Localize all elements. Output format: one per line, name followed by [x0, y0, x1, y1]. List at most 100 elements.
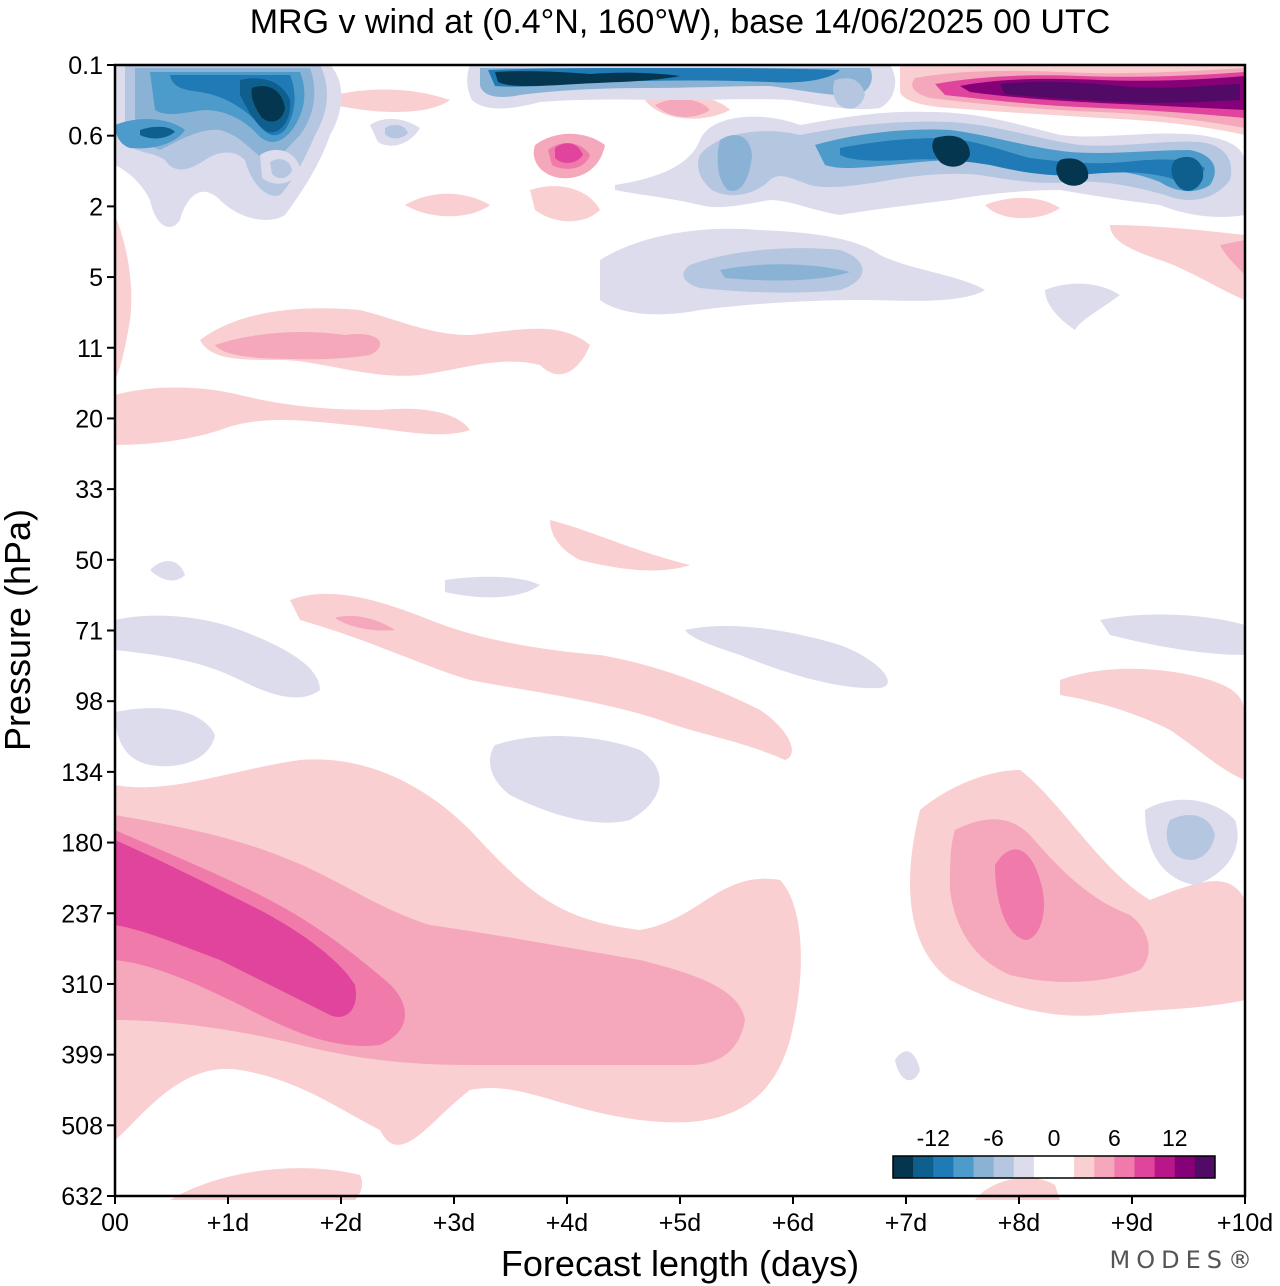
- y-tick-label: 237: [61, 900, 103, 928]
- contour-negative-14: [1056, 158, 1089, 186]
- colorbar-swatch: [1074, 1156, 1095, 1178]
- colorbar-swatch: [1114, 1156, 1135, 1178]
- colorbar-swatch: [1174, 1156, 1196, 1178]
- colorbar-swatch: [1033, 1156, 1055, 1178]
- x-tick-label: +4d: [546, 1209, 588, 1237]
- y-tick-label: 180: [61, 830, 103, 858]
- y-tick-label: 33: [75, 476, 103, 504]
- contour-positive-2: [115, 215, 132, 380]
- contour-negative-4: [270, 159, 292, 179]
- contour-positive-4: [335, 615, 395, 631]
- plot-area: [113, 63, 1247, 1200]
- colorbar: -12 -6 0 6 12: [892, 1125, 1216, 1179]
- colorbar-tick-label: 12: [1162, 1125, 1188, 1151]
- contour-negative-4: [385, 124, 408, 139]
- y-axis: 0.1 0.6 2 5 11 20 33 50 71 98 134 180 237 310 399 508 63…: [61, 52, 115, 1211]
- contour-positive-2: [1110, 225, 1245, 300]
- colorbar-swatch: [893, 1156, 914, 1178]
- contour-positive-2: [405, 193, 490, 217]
- contour-positive-8: [115, 840, 356, 1017]
- y-tick-label: 632: [61, 1183, 103, 1211]
- x-tick-label: +6d: [772, 1209, 814, 1237]
- contour-positive-2: [530, 186, 600, 222]
- contour-negative-2: [1100, 614, 1245, 655]
- contour-negative-14: [251, 86, 285, 122]
- contour-positive-4: [655, 98, 710, 117]
- y-tick-label: 399: [61, 1042, 103, 1070]
- y-tick-label: 0.1: [68, 52, 103, 80]
- contour-negative-2: [1045, 283, 1120, 330]
- contour-negative-12: [140, 126, 175, 139]
- colorbar-swatch: [993, 1156, 1015, 1178]
- y-tick-label: 98: [75, 688, 103, 716]
- y-axis-label: Pressure (hPa): [0, 509, 38, 751]
- contour-negative-2: [150, 560, 185, 581]
- contour-negative-14: [495, 71, 680, 86]
- x-tick-label: 00: [101, 1209, 129, 1237]
- contour-negative-2: [685, 625, 888, 689]
- colorbar-swatch: [1194, 1156, 1216, 1178]
- contour-positive-upper: [1000, 81, 1240, 103]
- colorbar-swatch: [933, 1156, 954, 1178]
- contour-positive-2: [1060, 668, 1245, 780]
- x-tick-label: +5d: [659, 1209, 701, 1237]
- y-tick-label: 0.6: [68, 123, 103, 151]
- contour-positive-2: [170, 1168, 363, 1200]
- y-tick-label: 2: [89, 193, 103, 221]
- x-tick-label: +7d: [885, 1209, 927, 1237]
- colorbar-swatch: [953, 1156, 974, 1178]
- colorbar-swatch: [1054, 1156, 1075, 1178]
- colorbar-swatch: [1094, 1156, 1115, 1178]
- colorbar-frame: [892, 1155, 1216, 1179]
- x-tick-label: +1d: [207, 1209, 249, 1237]
- contour-negative-4: [833, 78, 865, 109]
- colorbar-swatch: [1134, 1156, 1156, 1178]
- contour-positive-2: [550, 520, 690, 571]
- colorbar-tick-label: -6: [983, 1125, 1003, 1151]
- contour-negative-6: [720, 264, 850, 281]
- contour-negative-14: [932, 135, 970, 167]
- contour-positive-2: [290, 593, 792, 760]
- contour-positive-8: [555, 143, 583, 163]
- contour-negative-4: [1166, 815, 1215, 860]
- contour-negative-2: [895, 1051, 920, 1081]
- x-tick-label: +2d: [320, 1209, 362, 1237]
- y-tick-label: 310: [61, 971, 103, 999]
- y-tick-label: 5: [89, 264, 103, 292]
- colorbar-swatch: [1013, 1156, 1035, 1178]
- modes-logo: MODES®: [1109, 1246, 1258, 1274]
- colorbar-tick-label: 0: [1048, 1125, 1061, 1151]
- contour-positive-4: [215, 332, 381, 360]
- contour-positive-2: [115, 387, 470, 445]
- x-axis: 00 +1d +2d +3d +4d +5d +6d +7d +8d +9d +10d: [101, 1196, 1273, 1237]
- y-tick-label: 508: [61, 1112, 103, 1140]
- contour-positive-2: [335, 89, 450, 112]
- colorbar-swatch: [973, 1156, 995, 1178]
- contour-negative-2: [490, 735, 660, 823]
- y-tick-label: 11: [77, 335, 103, 363]
- contour-positive-2: [985, 197, 1060, 219]
- contour-negative-12: [1171, 156, 1204, 191]
- colorbar-tick-label: 6: [1108, 1125, 1121, 1151]
- contour-negative-2: [115, 708, 215, 767]
- contour-positive-6: [995, 849, 1045, 940]
- chart-title: MRG v wind at (0.4°N, 160°W), base 14/06…: [250, 3, 1111, 41]
- x-tick-label: +10d: [1217, 1209, 1273, 1237]
- x-axis-label: Forecast length (days): [501, 1243, 859, 1284]
- colorbar-swatch: [913, 1156, 934, 1178]
- y-tick-label: 50: [75, 547, 103, 575]
- colorbar-swatch: [1154, 1156, 1176, 1178]
- colorbar-tick-label: -12: [917, 1125, 950, 1151]
- y-tick-label: 20: [75, 405, 103, 433]
- field-shading: [115, 65, 1245, 1200]
- contour-positive-2: [975, 1177, 1060, 1200]
- y-tick-label: 71: [75, 618, 103, 646]
- contour-negative-2: [115, 615, 320, 698]
- x-tick-label: +9d: [1111, 1209, 1153, 1237]
- contour-negative-6: [717, 135, 752, 191]
- contour-positive-4: [1220, 240, 1245, 275]
- x-tick-label: +8d: [998, 1209, 1040, 1237]
- y-tick-label: 134: [61, 759, 103, 787]
- x-tick-label: +3d: [433, 1209, 475, 1237]
